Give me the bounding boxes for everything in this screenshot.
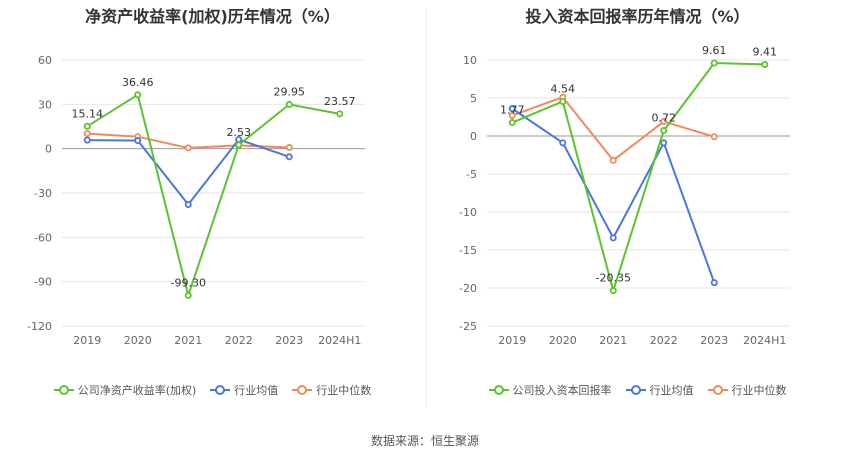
y-tick-label: -20 xyxy=(459,282,477,295)
series-line xyxy=(86,93,340,299)
data-label: 4.54 xyxy=(551,82,576,95)
legend-item[interactable]: 行业均值 xyxy=(625,382,694,398)
data-point xyxy=(660,118,668,126)
legend-item[interactable]: 公司投入资本回报率 xyxy=(488,382,612,398)
data-source-note: 数据来源：恒生聚源 xyxy=(370,434,479,448)
chart-legend: 公司投入资本回报率 行业均值 行业中位数 xyxy=(425,382,850,398)
legend-item[interactable]: 行业中位数 xyxy=(292,382,371,398)
roe-line-chart: 60 30 0 -30 -60 -90 -120 2019 2020 2021 2022 2023 20… xyxy=(27,54,365,347)
data-point xyxy=(710,59,718,67)
x-tick-label: 2022 xyxy=(225,334,253,347)
legend-label: 行业中位数 xyxy=(731,384,787,397)
data-point xyxy=(761,60,769,68)
data-point xyxy=(285,100,293,108)
x-tick-label: 2021 xyxy=(599,334,627,347)
data-point xyxy=(184,201,192,209)
y-tick-label: 5 xyxy=(470,92,477,105)
data-label: 15.14 xyxy=(72,107,104,120)
legend-item[interactable]: 公司净资产收益率(加权) xyxy=(53,382,197,398)
data-point xyxy=(83,122,91,130)
chart-title: 投入资本回报率历年情况（%） xyxy=(525,7,750,26)
data-point xyxy=(559,97,567,105)
data-point xyxy=(609,234,617,242)
data-point xyxy=(83,136,91,144)
data-point xyxy=(609,156,617,164)
x-tick-label: 2019 xyxy=(73,334,101,347)
data-point xyxy=(660,139,668,147)
y-tick-label: -10 xyxy=(459,206,477,219)
data-label: 2.53 xyxy=(227,126,252,139)
data-point xyxy=(710,133,718,141)
data-label: 36.46 xyxy=(122,76,154,89)
data-point xyxy=(559,139,567,147)
x-tick-label: 2023 xyxy=(700,334,728,347)
series-line xyxy=(511,61,765,295)
legend-swatch-icon xyxy=(292,384,313,396)
panel-divider xyxy=(426,8,427,408)
y-tick-label: 0 xyxy=(45,143,52,156)
data-point xyxy=(609,287,617,295)
data-label: -20.35 xyxy=(596,272,631,285)
data-point xyxy=(710,279,718,287)
x-tick-label: 2022 xyxy=(650,334,678,347)
data-label: 9.41 xyxy=(753,45,778,58)
roic-chart-panel: 投入资本回报率历年情况（%） 10 5 0 -5 -10 -15 -20 -25 2019 202… xyxy=(425,0,850,420)
y-tick-label: -120 xyxy=(27,320,52,333)
data-point xyxy=(285,153,293,161)
legend-item[interactable]: 行业均值 xyxy=(210,382,278,398)
legend-swatch-icon xyxy=(625,384,646,396)
legend-label: 行业均值 xyxy=(649,384,694,397)
data-point xyxy=(134,137,142,145)
y-tick-label: -15 xyxy=(459,244,477,257)
data-point xyxy=(184,291,192,299)
y-tick-label: -5 xyxy=(466,168,477,181)
data-point xyxy=(235,141,243,149)
data-point xyxy=(508,105,516,113)
series-line xyxy=(511,107,716,284)
y-tick-label: -60 xyxy=(34,231,52,244)
data-label: 1.77 xyxy=(500,104,525,117)
data-point xyxy=(508,111,516,119)
legend-swatch-icon xyxy=(210,384,231,396)
data-point xyxy=(336,110,344,118)
data-label: 0.72 xyxy=(652,112,677,125)
data-label: 9.61 xyxy=(702,44,727,57)
x-tick-label: 2023 xyxy=(275,334,303,347)
legend-label: 行业均值 xyxy=(234,384,279,397)
legend-label: 行业中位数 xyxy=(316,384,372,397)
legend-label: 公司净资产收益率(加权) xyxy=(77,384,197,397)
legend-swatch-icon xyxy=(707,384,728,396)
data-point xyxy=(83,130,91,138)
data-label: -99.30 xyxy=(171,276,206,289)
x-tick-label: 2019 xyxy=(498,334,526,347)
chart-legend: 公司净资产收益率(加权) 行业均值 行业中位数 xyxy=(0,382,425,398)
x-tick-label: 2024H1 xyxy=(318,334,361,347)
data-point xyxy=(660,127,668,135)
data-point xyxy=(134,91,142,99)
data-label: 23.57 xyxy=(324,95,356,108)
y-tick-label: -25 xyxy=(459,320,477,333)
legend-swatch-icon xyxy=(488,384,509,396)
x-tick-label: 2020 xyxy=(549,334,577,347)
y-tick-label: 0 xyxy=(470,130,477,143)
x-tick-label: 2020 xyxy=(124,334,152,347)
data-point xyxy=(508,119,516,127)
data-label: 29.95 xyxy=(274,85,306,98)
y-tick-label: 10 xyxy=(463,54,477,67)
data-point xyxy=(285,143,293,151)
data-point xyxy=(184,144,192,152)
roic-line-chart: 10 5 0 -5 -10 -15 -20 -25 2019 2020 2021 2022 2023 20… xyxy=(459,44,790,347)
y-tick-label: -30 xyxy=(34,187,52,200)
legend-swatch-icon xyxy=(53,384,74,396)
y-tick-label: 30 xyxy=(38,98,52,111)
legend-item[interactable]: 行业中位数 xyxy=(707,382,787,398)
y-tick-label: -90 xyxy=(34,276,52,289)
x-tick-label: 2024H1 xyxy=(743,334,786,347)
x-tick-label: 2021 xyxy=(174,334,202,347)
roe-chart-panel: 净资产收益率(加权)历年情况（%） 60 30 0 -30 -60 -90 -120 2019… xyxy=(0,0,425,420)
y-tick-label: 60 xyxy=(38,54,52,67)
legend-label: 公司投入资本回报率 xyxy=(512,384,612,397)
chart-title: 净资产收益率(加权)历年情况（%） xyxy=(85,7,340,26)
